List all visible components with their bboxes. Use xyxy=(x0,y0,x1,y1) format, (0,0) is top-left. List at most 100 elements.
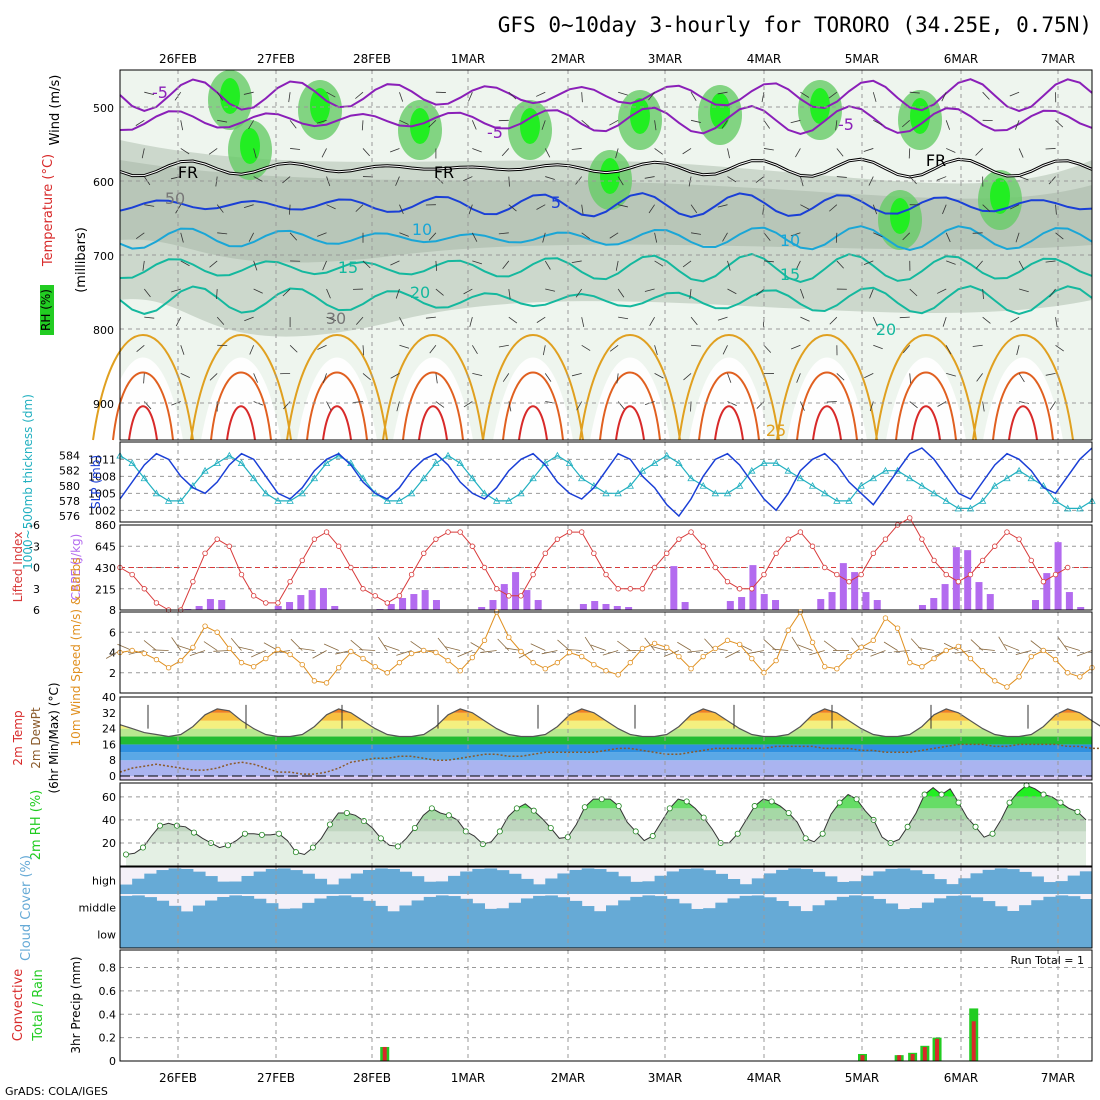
thickness-point xyxy=(164,497,173,504)
wind-barb xyxy=(289,120,297,129)
wind-barb xyxy=(982,204,991,212)
wind-barb xyxy=(209,260,218,268)
wind-barb xyxy=(326,91,336,98)
cloud-cell xyxy=(618,921,631,948)
cloud-cell xyxy=(144,897,157,921)
wind-speed-point xyxy=(165,664,172,671)
cloud-cell xyxy=(946,921,959,948)
wind-barb xyxy=(143,373,145,384)
wind-barb xyxy=(322,260,327,271)
wind-barb xyxy=(800,288,805,299)
wind-barb xyxy=(355,204,364,212)
cloud-cell xyxy=(1006,910,1020,921)
wind-speed-point xyxy=(518,648,524,655)
rh-point xyxy=(258,831,265,838)
cloud-cell xyxy=(411,921,425,948)
wind-barb xyxy=(253,373,258,383)
rh-point xyxy=(292,849,299,856)
cloud-cell xyxy=(618,876,631,894)
cloud-cell xyxy=(861,896,874,921)
li-point xyxy=(214,536,220,542)
li-tick: -6 xyxy=(29,519,40,532)
wind-barb xyxy=(498,232,509,235)
cloud-cell xyxy=(715,873,728,894)
cloud-cell xyxy=(715,921,728,948)
wind-barb xyxy=(902,232,911,241)
wind-barb xyxy=(800,91,810,98)
wind-speed-point xyxy=(894,625,901,631)
thickness-point xyxy=(735,481,744,489)
cloud-cell xyxy=(545,921,558,948)
wind-speed-point xyxy=(433,649,439,656)
thickness-point xyxy=(954,504,963,512)
wind-barb xyxy=(717,204,728,208)
thickness-point xyxy=(845,497,853,504)
isotherm-30 xyxy=(796,371,858,441)
cloud-cell xyxy=(192,921,206,948)
wind-barb xyxy=(936,176,947,181)
wind-speed-point xyxy=(554,659,561,666)
thickness-point xyxy=(286,497,294,504)
wind-barb xyxy=(654,373,664,379)
cloud-cell xyxy=(751,878,765,894)
cloud-cell xyxy=(849,921,862,948)
wind-barb xyxy=(609,232,619,239)
isotherm-35 xyxy=(226,405,256,441)
surface-wind-barb xyxy=(171,637,182,651)
wind-barb xyxy=(763,260,774,263)
minmax-axis-label: (6hr Min/Max) (°C) xyxy=(47,682,61,793)
wind-barb xyxy=(581,120,590,128)
wind-barb xyxy=(390,260,400,266)
li-point xyxy=(858,571,864,578)
rh-point xyxy=(394,843,401,850)
li-point xyxy=(688,529,694,535)
wind-barb xyxy=(508,176,510,187)
cloud-cell xyxy=(120,921,133,948)
isotherm-35 xyxy=(911,405,941,441)
cloud-cell xyxy=(849,895,862,921)
cape-bar xyxy=(1077,607,1085,610)
cape-tick: 430 xyxy=(95,562,116,575)
cloud-cell xyxy=(642,921,656,948)
wind-speed-point xyxy=(299,661,305,668)
cloud-cell xyxy=(873,921,886,948)
contour-label: 10 xyxy=(780,231,800,250)
surface-wind-barb xyxy=(541,650,558,655)
li-point xyxy=(603,571,609,578)
wind-barb xyxy=(1055,317,1058,328)
wind-speed-point xyxy=(250,663,257,670)
cloud-cell xyxy=(472,868,485,894)
cloud-cell xyxy=(836,896,850,921)
cloud-cell xyxy=(399,905,413,921)
wind-barb xyxy=(763,148,774,151)
wind-speed-point xyxy=(287,651,293,658)
surface-wind-barb xyxy=(530,643,546,651)
li-point xyxy=(651,564,658,571)
temp-line xyxy=(119,708,1100,738)
cloud-cell xyxy=(800,911,814,921)
wind-barb xyxy=(472,148,482,153)
cloud-cell xyxy=(994,868,1008,894)
wind-barb xyxy=(609,119,619,126)
contour-label: 25 xyxy=(766,421,786,440)
li-point xyxy=(785,536,791,542)
cloud-cell xyxy=(739,921,753,948)
top-date-label: 28FEB xyxy=(353,52,391,66)
wind-frame xyxy=(119,611,1093,694)
cloud-cell xyxy=(642,881,656,894)
isotherm-25 xyxy=(972,334,1074,441)
wind-speed-point xyxy=(530,659,536,666)
wind-speed-point xyxy=(263,655,269,662)
wind-barb xyxy=(756,288,765,296)
surface-wind-barb xyxy=(350,639,364,651)
wind-barb xyxy=(727,176,737,183)
surface-wind-barb xyxy=(557,639,570,651)
wind-barb xyxy=(208,148,218,155)
cloud-cell xyxy=(545,895,558,921)
wind-speed-point xyxy=(1064,670,1071,676)
wind-barb xyxy=(946,373,956,377)
wind-barb xyxy=(395,176,400,186)
wind-speed-point xyxy=(688,666,694,672)
surface-wind-barb xyxy=(1076,650,1093,657)
li-point xyxy=(469,543,476,549)
